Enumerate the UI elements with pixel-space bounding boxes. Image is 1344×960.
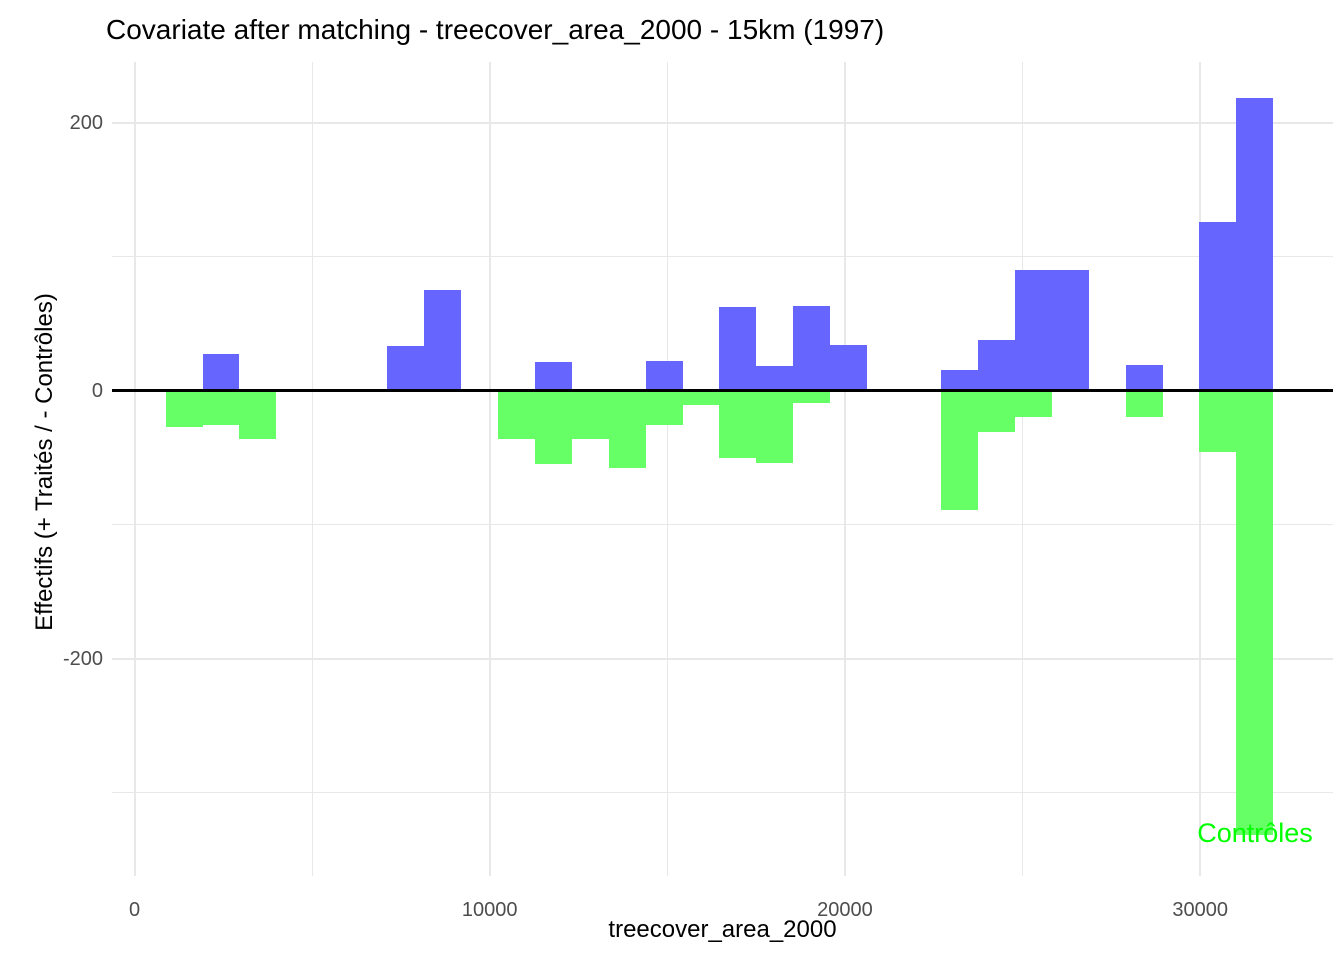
control-bar [793, 390, 830, 403]
major-gridline-x [488, 62, 491, 876]
control-bar [203, 390, 239, 426]
y-tick-label: 0 [91, 379, 103, 402]
x-axis-title: treecover_area_2000 [608, 916, 837, 943]
control-bar [683, 390, 719, 406]
x-tick-label: 20000 [817, 899, 873, 921]
minor-gridline-y [112, 256, 1333, 257]
treated-bar [941, 370, 978, 391]
treated-bar [1126, 365, 1163, 391]
treated-bar [1015, 269, 1052, 391]
major-gridline-y [112, 657, 1333, 660]
x-tick-label: 0 [128, 899, 141, 921]
y-tick-label: -200 [62, 647, 103, 670]
control-bar [719, 390, 756, 458]
treated-bar [535, 362, 572, 391]
plot-panel [112, 62, 1333, 876]
zero-line [112, 389, 1333, 392]
control-bar [535, 390, 572, 465]
minor-gridline-x [1022, 62, 1024, 876]
control-bar [1199, 390, 1236, 453]
control-bar [978, 390, 1015, 433]
treated-bar [1199, 221, 1236, 391]
control-bar [756, 390, 793, 463]
major-gridline-x [843, 62, 846, 876]
control-bar [572, 390, 609, 439]
treated-bar [793, 306, 830, 391]
control-bar [1015, 390, 1052, 418]
treated-bar [719, 307, 756, 391]
treated-bar [1236, 98, 1273, 391]
x-tick-label: 10000 [461, 899, 518, 921]
x-tick-label: 30000 [1172, 899, 1228, 921]
control-bar [239, 390, 276, 439]
control-bar [646, 390, 683, 426]
minor-gridline-y [112, 524, 1333, 525]
control-bar [1236, 390, 1273, 836]
treated-bar [1052, 269, 1089, 391]
control-bar [941, 390, 978, 510]
minor-gridline-x [311, 62, 313, 876]
treated-bar [646, 361, 683, 391]
y-tick-label: 200 [69, 111, 103, 134]
control-bar [166, 390, 203, 427]
treated-bar [424, 290, 461, 391]
minor-gridline-y [112, 792, 1333, 793]
control-bar [498, 390, 535, 439]
treated-bar [203, 354, 239, 391]
treated-bar [756, 366, 793, 391]
chart-title: Covariate after matching - treecover_are… [106, 14, 885, 45]
treated-bar [387, 346, 424, 391]
treated-bar [830, 344, 867, 391]
controles-label: Contrôles [1197, 818, 1313, 848]
major-gridline-x [133, 62, 136, 876]
minor-gridline-x [666, 62, 668, 876]
major-gridline-x [1199, 62, 1202, 876]
y-axis-title: Effectifs (+ Traités / - Contrôles) [31, 293, 58, 631]
treated-bar [978, 339, 1015, 391]
major-gridline-y [112, 121, 1333, 124]
control-bar [1126, 390, 1163, 418]
control-bar [609, 390, 646, 469]
